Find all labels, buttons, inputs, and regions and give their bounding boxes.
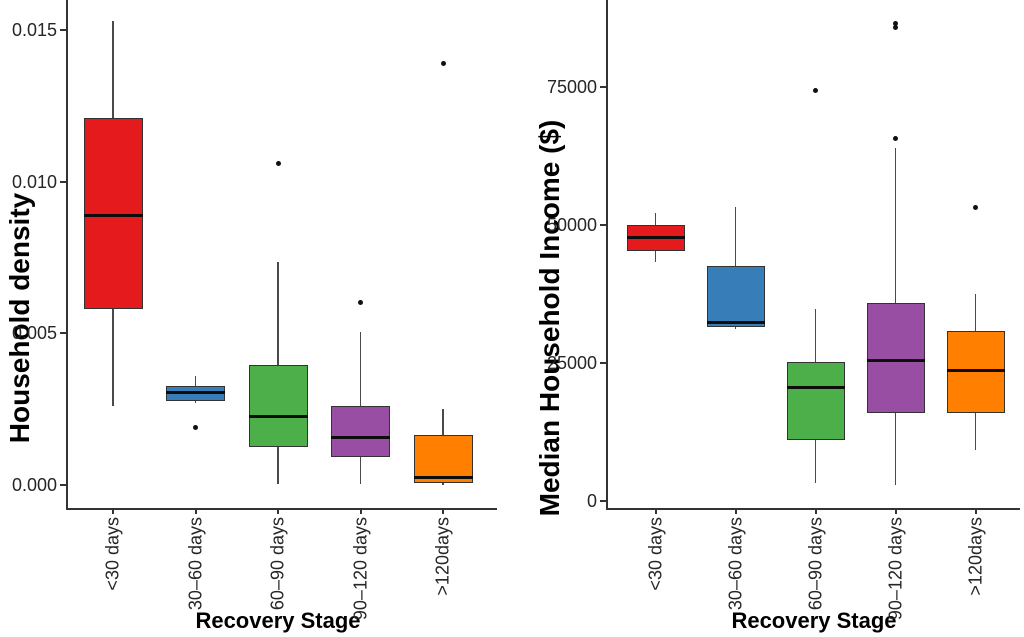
median-line (946, 369, 1005, 373)
category-label-text: >120days (432, 517, 453, 596)
y-axis-line (606, 0, 608, 510)
x-axis-line (66, 508, 497, 510)
outlier-point (813, 87, 818, 93)
y-tick-mark (60, 332, 66, 335)
category-label-text: <30 days (645, 517, 665, 591)
x-tick-mark (442, 508, 444, 514)
y-tick-mark (60, 483, 66, 486)
category-label-text: 30–60 days (725, 517, 745, 611)
category-label-text: 60–90 days (805, 517, 825, 611)
y-tick-mark (60, 29, 66, 32)
y-tick-label: 25000 (546, 352, 597, 373)
x-axis-title: Recovery Stage (195, 608, 361, 633)
y-axis-title-text: Household density (4, 192, 35, 444)
median-line (413, 475, 473, 479)
y-axis-line (66, 0, 68, 510)
y-tick-label: 75000 (546, 77, 597, 98)
y-tick-label: 0 (586, 490, 597, 511)
y-tick-label: 0.010 (11, 171, 57, 192)
y-tick-label: 50000 (546, 215, 597, 236)
median-line (83, 213, 143, 217)
outlier-point (893, 25, 898, 31)
y-axis-title-text: Median Household Income ($) (534, 119, 565, 517)
box (83, 118, 143, 309)
outlier-point (275, 161, 281, 167)
box (331, 405, 390, 458)
x-tick-mark (654, 508, 657, 514)
panel-household-density: Household density Recovery Stage 0.000 0.… (4, 0, 497, 633)
x-axis-line (606, 508, 1020, 510)
y-tick-mark (600, 86, 606, 89)
box (786, 361, 845, 441)
x-tick-mark (194, 508, 197, 514)
x-tick-mark (974, 508, 977, 514)
plot-area-right: 0 25000 50000 75000 <30 days 30–60 days 60–90 … (512, 0, 1024, 637)
y-tick-mark (600, 499, 606, 502)
outlier-point (440, 61, 446, 67)
y-tick-mark (60, 180, 66, 183)
median-line (331, 436, 390, 440)
panel-median-income: Median Household Income ($) Recovery Sta… (512, 0, 1024, 637)
x-tick-mark (359, 508, 362, 514)
y-tick-label: 0.015 (11, 20, 57, 41)
category-label-text: <30 days (102, 517, 123, 591)
box (413, 434, 473, 484)
category-label-text: 90–120 days (885, 517, 905, 621)
category-label-text: 60–90 days (267, 517, 288, 611)
x-tick-mark (734, 508, 737, 514)
box (706, 265, 765, 328)
category-label-text: 30–60 days (185, 517, 205, 611)
median-line (706, 321, 765, 325)
category-label-text: >120days (965, 517, 985, 596)
median-line (166, 390, 225, 394)
outlier-point (893, 20, 898, 26)
median-line (626, 236, 685, 240)
x-tick-mark (814, 508, 817, 514)
y-tick-mark (600, 361, 606, 364)
x-axis-title: Recovery Stage (731, 608, 897, 633)
y-tick-label: 0.005 (11, 323, 57, 344)
median-line (866, 358, 925, 362)
x-tick-mark (112, 508, 114, 514)
outlier-point (893, 135, 898, 141)
box (248, 365, 308, 447)
outlier-point (973, 205, 978, 211)
box (866, 302, 925, 413)
median-line (786, 386, 845, 390)
y-tick-mark (600, 224, 606, 227)
outlier-point (358, 300, 363, 306)
category-label-text: 90–120 days (350, 517, 370, 621)
x-tick-mark (277, 508, 279, 514)
x-tick-mark (894, 508, 897, 514)
median-line (248, 415, 308, 419)
box (166, 386, 225, 402)
plot-area-left: 0.000 0.005 0.010 0.015 <30 days 30–60 days 60… (11, 0, 497, 621)
outlier-point (193, 424, 198, 430)
y-tick-label: 0.000 (11, 474, 57, 495)
